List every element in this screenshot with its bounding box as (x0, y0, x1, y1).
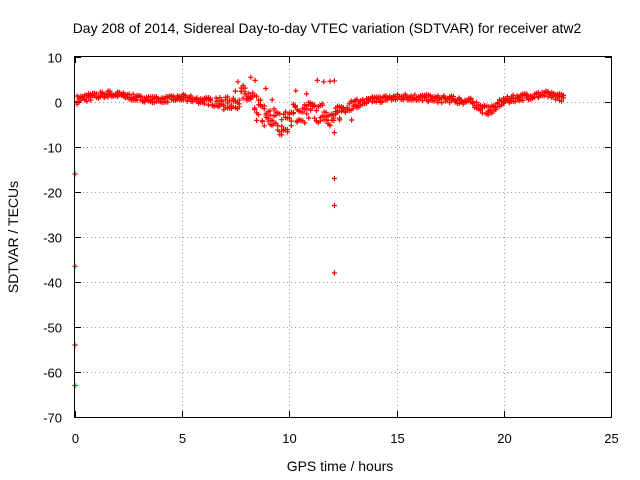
data-point (279, 117, 285, 123)
data-point (93, 91, 99, 97)
data-point (331, 175, 337, 182)
y-tick-label: -10 (43, 141, 62, 156)
data-points (72, 74, 566, 389)
x-tick-label: 5 (179, 431, 186, 446)
data-point (331, 270, 337, 276)
data-point (235, 79, 241, 85)
data-point (290, 110, 296, 116)
data-point (314, 77, 320, 83)
data-point (275, 123, 281, 129)
data-point (279, 132, 285, 138)
x-tick-label: 20 (497, 431, 511, 446)
y-tick-label: 0 (55, 96, 62, 111)
data-point (269, 97, 275, 103)
data-point (284, 129, 291, 135)
data-point (335, 109, 341, 116)
y-axis-title: SDTVAR / TECUs (5, 181, 21, 293)
data-point (277, 129, 283, 135)
data-point (236, 101, 242, 107)
data-point (252, 77, 258, 83)
data-point (468, 95, 474, 101)
plot-frame (74, 56, 612, 418)
data-point (520, 97, 526, 103)
x-tick-label: 0 (72, 431, 79, 446)
data-point (84, 98, 90, 104)
data-point (288, 118, 294, 124)
data-point (331, 130, 337, 136)
data-point (321, 79, 327, 85)
data-point (541, 93, 547, 99)
data-point (228, 102, 235, 108)
data-point (207, 95, 213, 101)
data-point (304, 111, 310, 117)
x-tick-label: 25 (604, 431, 618, 446)
data-point (255, 112, 262, 118)
x-tick-label: 15 (390, 431, 404, 446)
data-point (254, 117, 260, 123)
data-point (279, 123, 285, 129)
data-point (257, 97, 264, 103)
y-tick-label: -30 (43, 231, 62, 246)
data-point (282, 109, 289, 115)
data-point (293, 88, 299, 94)
y-tick-label: -40 (43, 276, 62, 291)
data-point (558, 98, 565, 104)
data-point (271, 106, 277, 112)
data-point (439, 100, 445, 106)
data-point (319, 101, 325, 107)
data-point (560, 92, 566, 98)
y-tick-label: -60 (43, 366, 62, 381)
data-point (267, 112, 273, 118)
data-point (232, 88, 238, 94)
data-point (252, 105, 258, 111)
x-axis-title: GPS time / hours (287, 458, 394, 474)
data-point (107, 88, 113, 94)
axis-ticks: 10 0 -10 -20 -30 -40 -50 -60 -70 0 5 10 15 20 25 (43, 51, 619, 447)
data-point (306, 115, 312, 121)
data-point (261, 123, 267, 129)
data-point (273, 120, 279, 126)
data-point (259, 118, 265, 124)
data-point (331, 78, 337, 84)
data-point (254, 93, 260, 99)
data-point (165, 99, 171, 105)
y-tick-label: 10 (48, 51, 62, 66)
y-tick-label: -70 (43, 411, 62, 426)
data-point (337, 117, 343, 123)
chart-title: Day 208 of 2014, Sidereal Day-to-day VTE… (73, 20, 582, 36)
data-point (349, 117, 355, 123)
data-point (419, 98, 426, 104)
data-point (269, 118, 275, 124)
data-point (304, 91, 310, 97)
data-point (313, 108, 319, 114)
data-point (248, 74, 254, 80)
grid-lines (75, 57, 611, 417)
data-point (201, 101, 208, 107)
data-point (470, 99, 476, 105)
y-tick-label: -20 (43, 186, 62, 201)
data-point (288, 123, 294, 129)
data-point (265, 115, 271, 122)
data-point (327, 122, 333, 128)
data-point (331, 202, 337, 209)
x-tick-label: 10 (282, 431, 296, 446)
data-point (512, 99, 518, 105)
data-point (331, 117, 337, 123)
data-point (302, 120, 308, 126)
data-point (294, 119, 300, 125)
data-point (261, 106, 267, 112)
data-point (292, 104, 298, 110)
data-point (263, 85, 269, 92)
data-point (308, 107, 314, 113)
data-point (225, 94, 231, 100)
y-tick-label: -50 (43, 321, 62, 336)
